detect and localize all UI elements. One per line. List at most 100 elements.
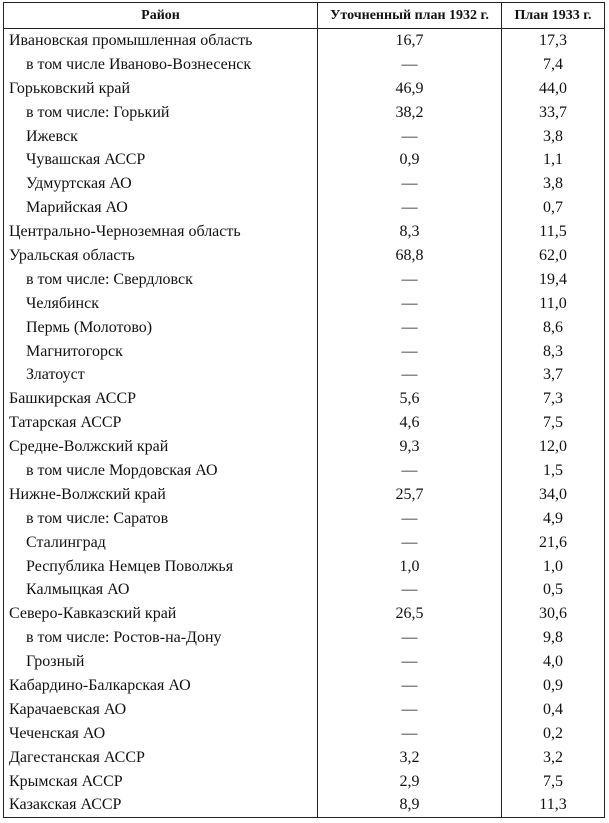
sub-row: Челябинск —11,0	[3, 291, 605, 316]
value-cell: 0,9	[317, 148, 502, 173]
value-cell: —	[317, 697, 502, 722]
region-cell: в том числе Мордовская АО	[3, 459, 318, 483]
value-cell: 8,6	[501, 315, 605, 340]
sub-row: Удмуртская АО —3,8	[3, 172, 605, 197]
value-cell: 21,6	[501, 530, 605, 555]
row: Кабардино-Балкарская АО —0,9	[3, 674, 605, 698]
value-cell: —	[317, 315, 502, 340]
header-cell: План 1933 г.	[501, 2, 605, 29]
value-cell: 7,5	[501, 769, 605, 794]
region-cell: Средне-Волжский край	[3, 435, 318, 460]
value-cell: 11,0	[501, 291, 605, 316]
row: Ивановская промышленная область 16,7 17,3	[3, 28, 605, 53]
value-cell: —	[317, 291, 502, 316]
region-cell: Калмыцкая АО	[3, 578, 318, 603]
region-cell: Пермь (Молотово)	[3, 315, 318, 340]
region-cell: Грозный	[3, 650, 318, 675]
value-cell: 3,8	[501, 124, 605, 149]
value-cell: 0,2	[501, 721, 605, 746]
value-cell: 4,0	[501, 650, 605, 675]
value-cell: 7,3	[501, 387, 605, 412]
header-cell: Район	[3, 2, 318, 29]
header-row: Район Уточненный план 1932 г. План 1933 …	[3, 2, 605, 29]
value-cell: 2,9	[317, 769, 502, 794]
region-cell: Северо-Кавказский край	[3, 602, 318, 627]
value-cell: —	[317, 506, 502, 531]
value-cell: —	[317, 196, 502, 221]
value-cell: 11,3	[501, 793, 605, 818]
region-cell: Башкирская АССР	[3, 387, 318, 412]
sub-row: Республика Немцев Поволжья 1,0 1,0	[3, 554, 605, 579]
sub-row: в том числе: Свердловск —19,4	[3, 267, 605, 292]
value-cell: —	[317, 674, 502, 698]
value-cell: —	[317, 52, 502, 77]
region-cell: Центрально-Черноземная область	[3, 220, 318, 245]
value-cell: —	[317, 626, 502, 651]
sub-row: Грозный —4,0	[3, 650, 605, 675]
value-cell: —	[317, 530, 502, 555]
region-cell: Удмуртская АО	[3, 172, 318, 197]
region-cell: Карачаевская АО	[3, 697, 318, 722]
value-cell: 7,5	[501, 411, 605, 436]
value-cell: 8,3	[501, 339, 605, 364]
row: Северо-Кавказский край 26,5 30,6	[3, 602, 605, 627]
row: Татарская АССР 4,6 7,5	[3, 411, 605, 436]
row: Дагестанская АССР 3,2 3,2	[3, 745, 605, 770]
value-cell: 9,8	[501, 626, 605, 651]
row: Башкирская АССР 5,6 7,3	[3, 387, 605, 412]
value-cell: 1,1	[501, 148, 605, 173]
value-cell: 0,5	[501, 578, 605, 603]
value-cell: 11,5	[501, 220, 605, 245]
table-body: Ивановская промышленная область 16,7 17,3 в…	[3, 28, 605, 818]
region-cell: Крымская АССР	[3, 769, 318, 794]
table-header: Район Уточненный план 1932 г. План 1933 …	[3, 2, 605, 29]
value-cell: 9,3	[317, 435, 502, 460]
value-cell: 46,9	[317, 76, 502, 101]
region-cell: Чеченская АО	[3, 721, 318, 746]
row: Карачаевская АО —0,4	[3, 697, 605, 722]
row: Нижне-Волжский край 25,7 34,0	[3, 482, 605, 507]
region-cell: Казакская АССР	[3, 793, 318, 818]
value-cell: 34,0	[501, 482, 605, 507]
sub-row: Калмыцкая АО —0,5	[3, 578, 605, 603]
value-cell: 1,0	[317, 554, 502, 579]
value-cell: 26,5	[317, 602, 502, 627]
value-cell: 19,4	[501, 267, 605, 292]
region-cell: Сталинград	[3, 530, 318, 555]
row: Крымская АССР 2,9 7,5	[3, 769, 605, 794]
value-cell: —	[317, 650, 502, 675]
region-cell: в том числе: Саратов	[3, 506, 318, 531]
value-cell: 3,8	[501, 172, 605, 197]
sub-row: Сталинград —21,6	[3, 530, 605, 555]
sub-row: в том числе Иваново-Вознесенск —7,4	[3, 52, 605, 77]
row: Центрально-Черноземная область 8,3 11,5	[3, 220, 605, 245]
region-cell: Кабардино-Балкарская АО	[3, 674, 318, 698]
sub-row: в том числе: Горький 38,2 33,7	[3, 100, 605, 125]
sub-row: Ижевск —3,8	[3, 124, 605, 149]
value-cell: 1,0	[501, 554, 605, 579]
value-cell: 30,6	[501, 602, 605, 627]
value-cell: 8,9	[317, 793, 502, 818]
sub-row: Пермь (Молотово) —8,6	[3, 315, 605, 340]
sub-row: в том числе Мордовская АО —1,5	[3, 459, 605, 483]
value-cell: 1,5	[501, 459, 605, 483]
region-cell: Златоуст	[3, 363, 318, 388]
value-cell: 16,7	[317, 28, 502, 53]
value-cell: —	[317, 578, 502, 603]
sub-row: в том числе: Ростов-на-Дону —9,8	[3, 626, 605, 651]
row: Уральская область 68,8 62,0	[3, 244, 605, 268]
row: Горьковский край 46,9 44,0	[3, 76, 605, 101]
value-cell: —	[317, 363, 502, 388]
row: Казакская АССР 8,9 11,3	[3, 793, 605, 818]
value-cell: —	[317, 459, 502, 483]
sub-row: Чувашская АССР 0,9 1,1	[3, 148, 605, 173]
region-cell: Челябинск	[3, 291, 318, 316]
value-cell: —	[317, 721, 502, 746]
value-cell: —	[317, 339, 502, 364]
value-cell: 0,9	[501, 674, 605, 698]
value-cell: 17,3	[501, 28, 605, 53]
region-cell: Уральская область	[3, 244, 318, 268]
value-cell: 7,4	[501, 52, 605, 77]
value-cell: 25,7	[317, 482, 502, 507]
